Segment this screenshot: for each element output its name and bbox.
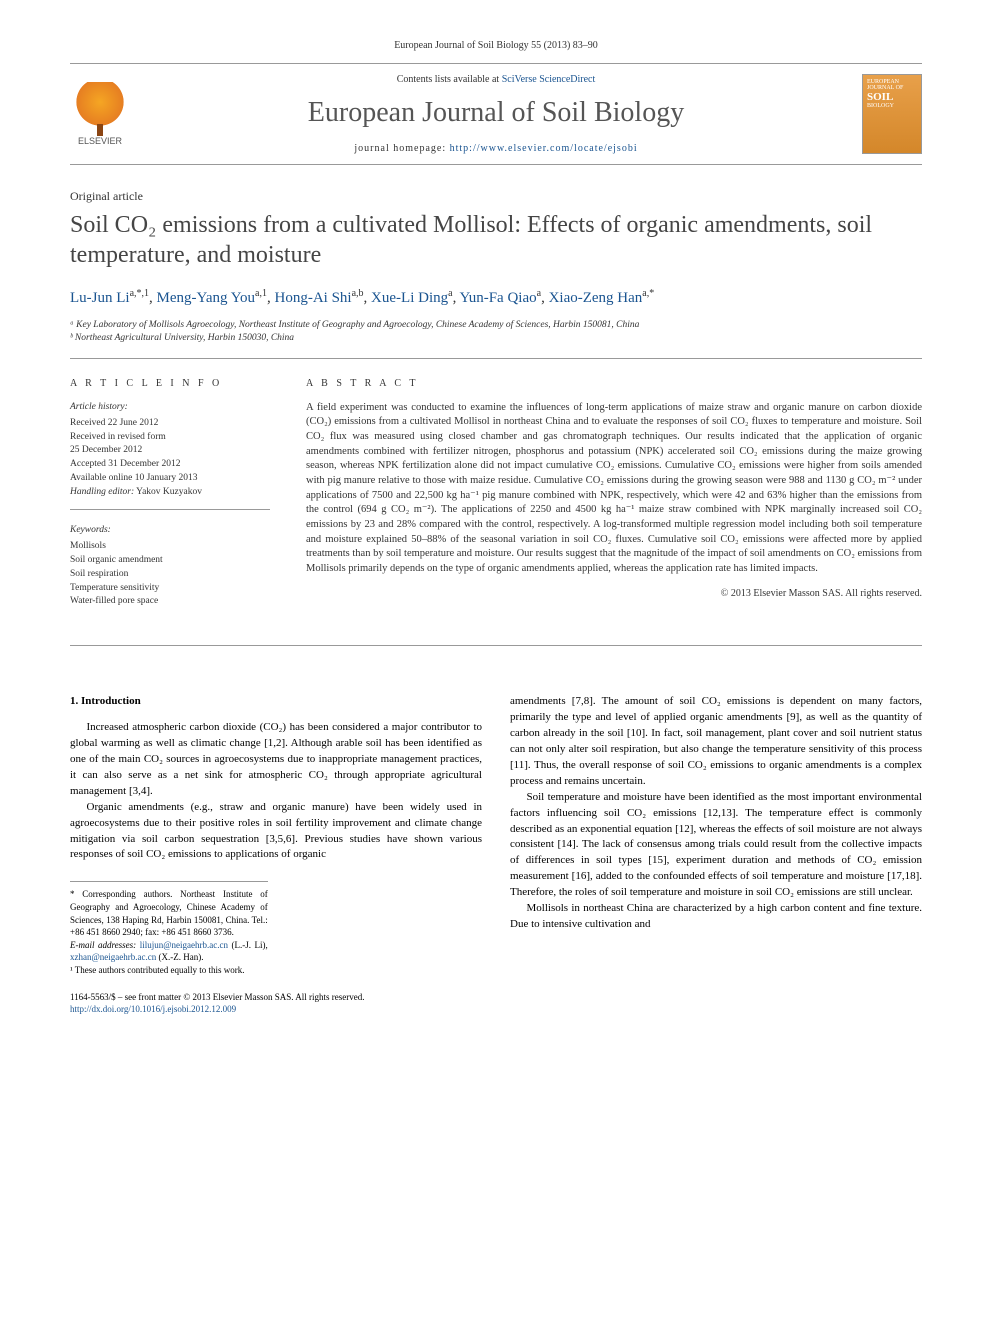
divider (70, 645, 922, 646)
handling-editor-label: Handling editor: (70, 487, 134, 497)
front-matter-line: 1164-5563/$ – see front matter © 2013 El… (70, 991, 482, 1004)
section-heading: 1. Introduction (70, 694, 482, 710)
affiliation: ᵇ Northeast Agricultural University, Har… (70, 332, 922, 345)
contents-prefix: Contents lists available at (397, 74, 502, 85)
email-line: E-mail addresses: lilujun@neigaehrb.ac.c… (70, 939, 268, 964)
abstract-text: A field experiment was conducted to exam… (306, 401, 922, 577)
journal-cover-thumbnail[interactable]: EUROPEAN JOURNAL OF SOIL BIOLOGY (862, 74, 922, 154)
author-marks: a,*,1 (130, 288, 149, 299)
body-paragraph: Organic amendments (e.g., straw and orga… (70, 800, 482, 864)
handling-editor-name: Yakov Kuzyakov (136, 487, 202, 497)
masthead-center: Contents lists available at SciVerse Sci… (150, 74, 842, 154)
publisher-logo[interactable]: ELSEVIER (70, 79, 130, 149)
article-info-heading: A R T I C L E I N F O (70, 377, 270, 392)
column-right: amendments [7,8]. The amount of soil CO₂… (510, 694, 922, 1016)
journal-title: European Journal of Soil Biology (150, 97, 842, 129)
column-left: 1. Introduction Increased atmospheric ca… (70, 694, 482, 1016)
article-title: Soil CO₂ emissions from a cultivated Mol… (70, 210, 922, 270)
body-paragraph: Mollisols in northeast China are charact… (510, 901, 922, 933)
authors-list: Lu-Jun Lia,*,1, Meng-Yang Youa,1, Hong-A… (70, 288, 922, 307)
author-link[interactable]: Meng-Yang You (157, 290, 256, 306)
author-link[interactable]: Xue-Li Ding (371, 290, 448, 306)
affiliation: ᵃ Key Laboratory of Mollisols Agroecolog… (70, 319, 922, 332)
keyword: Soil organic amendment (70, 554, 270, 568)
body-paragraph: Increased atmospheric carbon dioxide (CO… (70, 720, 482, 800)
author-marks: a,b (352, 288, 364, 299)
keywords-label: Keywords: (70, 524, 270, 538)
info-abstract-row: A R T I C L E I N F O Article history: R… (70, 377, 922, 633)
author-marks: a,* (642, 288, 654, 299)
email-who: (X.-Z. Han). (156, 952, 203, 962)
cover-label-main: SOIL (867, 91, 917, 103)
email-link[interactable]: lilujun@neigaehrb.ac.cn (140, 940, 228, 950)
divider (70, 358, 922, 359)
history-line: 25 December 2012 (70, 444, 270, 458)
email-link[interactable]: xzhan@neigaehrb.ac.cn (70, 952, 156, 962)
keyword: Temperature sensitivity (70, 582, 270, 596)
copyright-footer: 1164-5563/$ – see front matter © 2013 El… (70, 991, 482, 1016)
contents-lists-line: Contents lists available at SciVerse Sci… (150, 74, 842, 85)
affiliations: ᵃ Key Laboratory of Mollisols Agroecolog… (70, 319, 922, 346)
publisher-name: ELSEVIER (78, 136, 122, 146)
body-paragraph: Soil temperature and moisture have been … (510, 790, 922, 902)
history-label: Article history: (70, 401, 270, 415)
abstract-heading: A B S T R A C T (306, 377, 922, 391)
cover-label-sub: BIOLOGY (867, 103, 917, 109)
journal-homepage-line: journal homepage: http://www.elsevier.co… (150, 143, 842, 154)
email-who: (L.-J. Li), (228, 940, 268, 950)
homepage-link[interactable]: http://www.elsevier.com/locate/ejsobi (450, 143, 638, 154)
masthead: ELSEVIER Contents lists available at Sci… (70, 63, 922, 165)
author-marks: a,1 (255, 288, 267, 299)
abstract-copyright: © 2013 Elsevier Masson SAS. All rights r… (306, 587, 922, 601)
author-link[interactable]: Yun-Fa Qiao (460, 290, 537, 306)
history-line: Received 22 June 2012 (70, 417, 270, 431)
author-marks: a (448, 288, 452, 299)
history-block: Article history: Received 22 June 2012 R… (70, 401, 270, 510)
author-link[interactable]: Hong-Ai Shi (275, 290, 352, 306)
body-columns: 1. Introduction Increased atmospheric ca… (70, 694, 922, 1016)
homepage-prefix: journal homepage: (354, 143, 449, 154)
emails-label: E-mail addresses: (70, 940, 136, 950)
corresponding-author-note: * Corresponding authors. Northeast Insti… (70, 888, 268, 938)
article-info: A R T I C L E I N F O Article history: R… (70, 377, 270, 633)
cover-label-top: EUROPEAN JOURNAL OF (867, 79, 917, 91)
author-link[interactable]: Xiao-Zeng Han (549, 290, 643, 306)
keyword: Water-filled pore space (70, 595, 270, 609)
author-marks: a (537, 288, 541, 299)
keyword: Mollisols (70, 540, 270, 554)
abstract: A B S T R A C T A field experiment was c… (306, 377, 922, 633)
author-link[interactable]: Lu-Jun Li (70, 290, 130, 306)
footnotes: * Corresponding authors. Northeast Insti… (70, 881, 268, 976)
equal-contribution-note: ¹ These authors contributed equally to t… (70, 964, 268, 977)
elsevier-tree-icon (75, 82, 125, 132)
history-line: Accepted 31 December 2012 (70, 458, 270, 472)
article-type: Original article (70, 189, 922, 204)
citation-header: European Journal of Soil Biology 55 (201… (70, 40, 922, 51)
sciencedirect-link[interactable]: SciVerse ScienceDirect (502, 74, 596, 85)
history-line: Received in revised form (70, 431, 270, 445)
keywords-block: Keywords: Mollisols Soil organic amendme… (70, 524, 270, 619)
body-paragraph: amendments [7,8]. The amount of soil CO₂… (510, 694, 922, 790)
doi-link[interactable]: http://dx.doi.org/10.1016/j.ejsobi.2012.… (70, 1004, 236, 1014)
keyword: Soil respiration (70, 568, 270, 582)
history-line: Available online 10 January 2013 (70, 472, 270, 486)
